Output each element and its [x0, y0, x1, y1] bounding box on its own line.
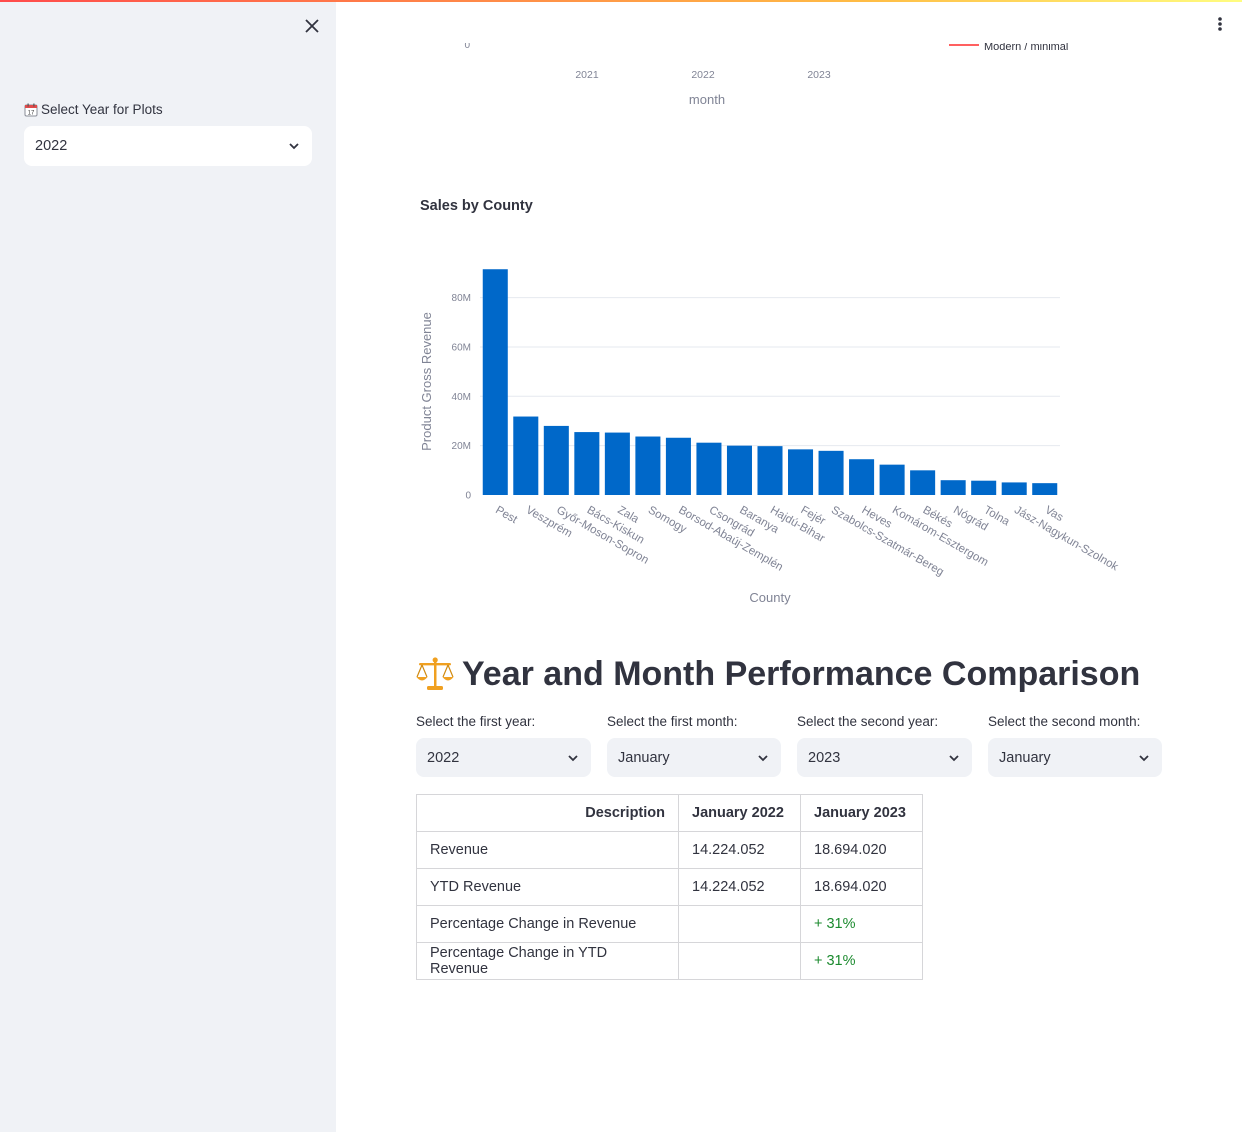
prev-chart-y-tick: 0: [464, 40, 470, 51]
prev-chart-x-tick: 2023: [807, 69, 831, 81]
chart-title: Sales by County: [420, 198, 533, 214]
bar: [513, 416, 539, 495]
bar: [574, 432, 600, 495]
chart-x-ticks: Pest VeszprémGyőr-Moson-SopronBács-Kiskun…: [493, 504, 1120, 578]
bar: [604, 432, 630, 495]
chart-gridlines: [480, 297, 1060, 447]
table-header-row: Description January 2022 January 2023: [416, 794, 923, 832]
table-cell-description: Revenue: [416, 831, 679, 869]
year-select-value: 2022: [35, 138, 68, 154]
sidebar: 17 Select Year for Plots 2022: [0, 0, 336, 1132]
table-header-first-period: January 2022: [678, 794, 801, 832]
top-decoration-bar: [0, 0, 1242, 2]
more-vertical-icon: [1218, 17, 1222, 31]
table-row: Revenue 14.224.052 18.694.020: [416, 831, 923, 869]
prev-chart-x-axis-label: month: [689, 92, 725, 107]
svg-text:17: 17: [28, 110, 35, 116]
scroll-clip: [336, 2, 1196, 43]
bar: [1032, 483, 1058, 495]
year-select-label: 17 Select Year for Plots: [24, 102, 163, 117]
chevron-down-icon: [949, 754, 959, 761]
chart-y-ticks: 0 20M 40M 60M 80M: [452, 293, 472, 501]
table-cell-description: Percentage Change in YTD Revenue: [416, 942, 679, 980]
table-cell-first-value: [678, 942, 801, 980]
table-row: Percentage Change in Revenue + 31%: [416, 905, 923, 943]
table-cell-second-value: + 31%: [800, 942, 923, 980]
bar: [1001, 482, 1027, 495]
table-cell-second-value: 18.694.020: [800, 831, 923, 869]
y-axis-label: Product Gross Revenue: [419, 312, 434, 451]
bar: [971, 480, 997, 495]
chevron-down-icon: [758, 754, 768, 761]
prev-chart-x-tick: 2022: [691, 69, 715, 81]
bar: [818, 450, 844, 495]
bar: [696, 442, 722, 495]
first-month-value: January: [618, 749, 670, 766]
comparison-table: Description January 2022 January 2023 Re…: [416, 794, 923, 980]
second-year-value: 2023: [808, 749, 841, 766]
first-month-label: Select the first month:: [607, 714, 738, 729]
calendar-icon: 17: [24, 103, 38, 116]
x-tick-label: Jász-Nagykun-Szolnok: [1012, 504, 1120, 573]
second-month-label: Select the second month:: [988, 714, 1141, 729]
second-year-select[interactable]: 2023: [797, 738, 972, 777]
sales-by-county-chart: Sales by County 0 20M 40M 60M 80M Pest Veszpr…: [419, 198, 1120, 605]
table-row: YTD Revenue 14.224.052 18.694.020: [416, 868, 923, 906]
table-header-second-period: January 2023: [800, 794, 923, 832]
first-year-select[interactable]: 2022: [416, 738, 591, 777]
y-tick-label: 40M: [452, 392, 471, 403]
y-tick-label: 60M: [452, 342, 471, 353]
second-year-label: Select the second year:: [797, 714, 939, 729]
main-menu-button[interactable]: [1208, 12, 1232, 36]
table-cell-first-value: [678, 905, 801, 943]
x-axis-label: County: [749, 590, 791, 605]
y-tick-label: 80M: [452, 293, 471, 304]
y-tick-label: 0: [465, 491, 471, 502]
close-icon: [305, 19, 319, 33]
bar: [910, 470, 936, 495]
second-month-select[interactable]: January: [988, 738, 1162, 777]
chevron-down-icon: [568, 754, 578, 761]
table-header-description: Description: [416, 794, 679, 832]
table-row: Percentage Change in YTD Revenue + 31%: [416, 942, 923, 980]
section-title: Year and Month Performance Comparison: [416, 650, 1140, 698]
table-cell-second-value: + 31%: [800, 905, 923, 943]
balance-scale-icon: [416, 657, 454, 690]
section-title-text: Year and Month Performance Comparison: [462, 654, 1141, 693]
x-tick-label: Pest: [493, 504, 520, 526]
table-cell-description: YTD Revenue: [416, 868, 679, 906]
y-tick-label: 20M: [452, 441, 471, 452]
bar: [665, 437, 691, 495]
bar: [849, 459, 875, 495]
first-month-select[interactable]: January: [607, 738, 781, 777]
close-sidebar-button[interactable]: [300, 14, 324, 38]
bar: [482, 269, 508, 495]
bar: [879, 464, 905, 495]
first-year-label: Select the first year:: [416, 714, 536, 729]
bar: [726, 445, 752, 495]
prev-chart-x-tick: 2021: [575, 69, 599, 81]
second-month-value: January: [999, 749, 1051, 766]
first-year-value: 2022: [427, 749, 460, 766]
previous-chart-fragment: 0 2021 2022 2023 month Modern / minimal: [464, 40, 1068, 107]
year-select[interactable]: 2022: [24, 126, 312, 166]
table-cell-description: Percentage Change in Revenue: [416, 905, 679, 943]
bar: [543, 425, 569, 495]
bar: [788, 449, 814, 495]
table-cell-first-value: 14.224.052: [678, 831, 801, 869]
chevron-down-icon: [1139, 754, 1149, 761]
table-cell-first-value: 14.224.052: [678, 868, 801, 906]
bar: [940, 480, 966, 495]
prev-chart-legend-text: Modern / minimal: [984, 41, 1068, 53]
chevron-down-icon: [289, 143, 299, 150]
table-cell-second-value: 18.694.020: [800, 868, 923, 906]
chart-bars: [482, 269, 1058, 495]
bar: [635, 436, 661, 495]
bar: [757, 446, 783, 495]
year-select-label-text: Select Year for Plots: [41, 102, 163, 117]
